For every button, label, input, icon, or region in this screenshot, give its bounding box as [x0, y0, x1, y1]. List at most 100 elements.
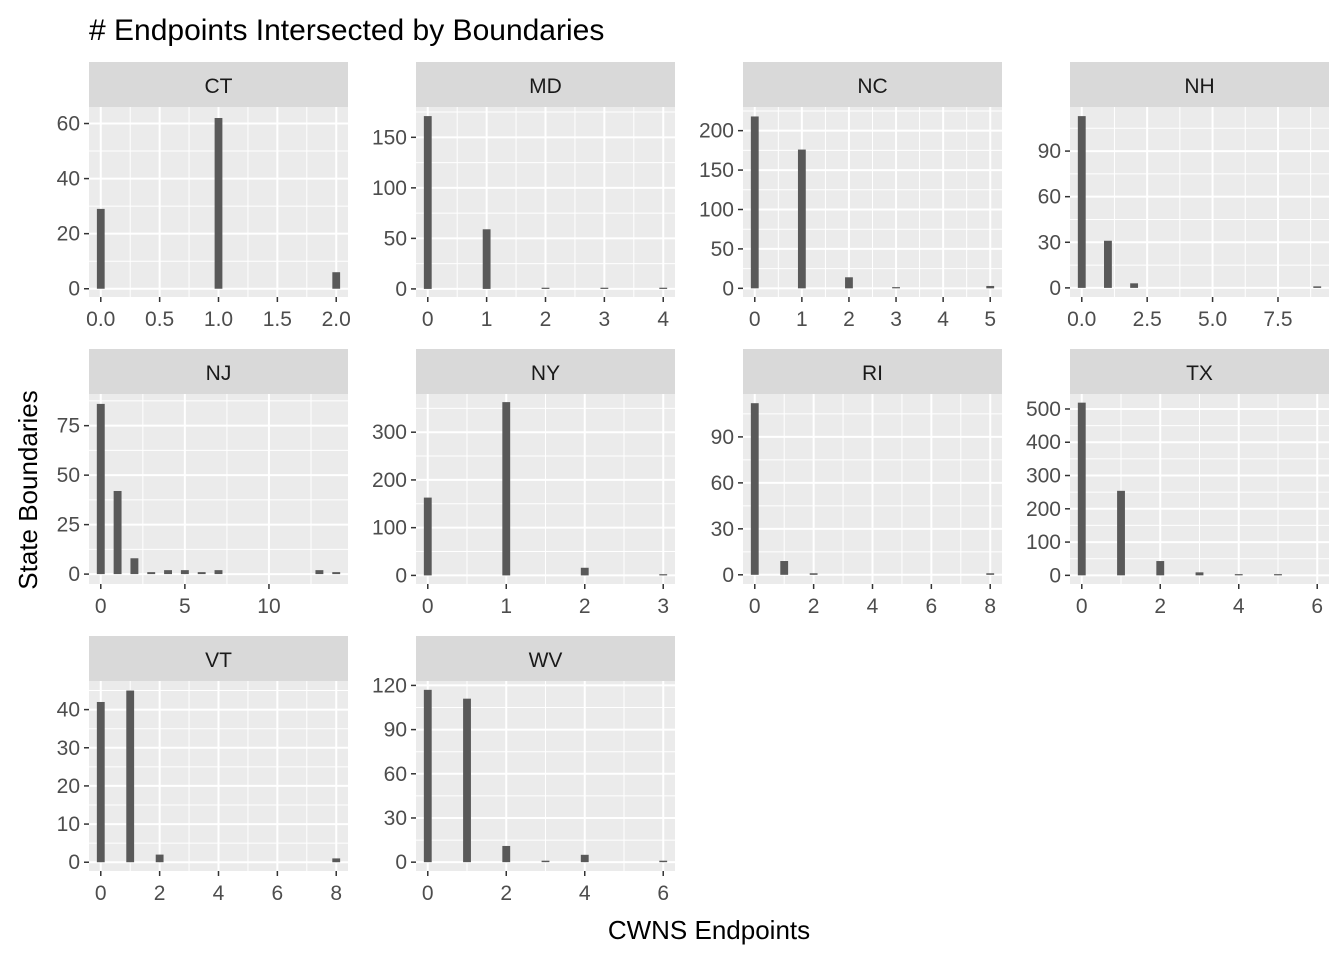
- x-tick-label: 3: [657, 595, 669, 618]
- bar-nj-2: [130, 558, 139, 575]
- bar-nh-2: [1130, 283, 1139, 288]
- y-tick-label: 200: [1026, 498, 1061, 521]
- chart-title: # Endpoints Intersected by Boundaries: [89, 14, 604, 47]
- x-tick-label: 8: [984, 595, 996, 618]
- bar-nj-5: [180, 570, 189, 575]
- y-tick-label: 40: [57, 699, 80, 722]
- bar-nj-14: [332, 572, 341, 575]
- x-tick-label: 4: [1233, 595, 1245, 618]
- x-tick-label: 4: [213, 882, 225, 905]
- y-tick-label: 100: [1026, 531, 1061, 554]
- y-tick-label: 0: [1049, 277, 1061, 300]
- x-tick-label: 2: [579, 595, 591, 618]
- y-tick-label: 200: [699, 120, 734, 143]
- x-tick-label: 2: [540, 308, 552, 331]
- bar-wv-4: [580, 854, 589, 863]
- bar-tx-0: [1077, 402, 1086, 576]
- bar-vt-2: [155, 854, 164, 863]
- y-tick-label: 400: [1026, 431, 1061, 454]
- bar-nh-9: [1313, 286, 1322, 288]
- y-tick-label: 0: [68, 278, 80, 301]
- bar-nj-1: [113, 490, 122, 575]
- facet-panel-nc: NC 0 50 100 150 200 0 1 2 3 4 5: [699, 62, 1002, 331]
- facet-strip: [743, 349, 1002, 394]
- bar-wv-3: [541, 860, 550, 863]
- x-tick-label: 5: [984, 308, 996, 331]
- y-tick-label: 60: [57, 113, 80, 136]
- x-tick-label: 6: [1311, 595, 1323, 618]
- bar-wv-1: [463, 698, 471, 863]
- x-tick-label: 0.0: [1067, 308, 1096, 331]
- facet-strip: [416, 349, 675, 394]
- y-tick-label: 120: [372, 674, 407, 697]
- x-tick-label: 1: [796, 308, 808, 331]
- x-tick-label: 0: [749, 595, 761, 618]
- facet-panel-wv: WV 0 30 60 90 120 0 2 4 6: [372, 636, 675, 905]
- x-tick-label: 2.0: [322, 308, 351, 331]
- bar-nj-0: [96, 403, 105, 575]
- facet-panel-tx: TX 0 100 200 300 400 500 0 2 4 6: [1026, 349, 1329, 618]
- y-tick-label: 30: [384, 807, 407, 830]
- x-tick-label: 3: [890, 308, 902, 331]
- y-tick-label: 0: [395, 564, 407, 587]
- bar-nj-13: [315, 570, 324, 575]
- bar-ct-1: [214, 118, 223, 289]
- facet-strip: [743, 62, 1002, 107]
- y-tick-label: 500: [1026, 398, 1061, 421]
- bar-nc-3: [892, 287, 900, 289]
- y-tick-label: 50: [711, 238, 734, 261]
- facet-strip-label: NY: [531, 362, 560, 385]
- y-tick-label: 0: [722, 564, 734, 587]
- bar-tx-1: [1117, 490, 1125, 576]
- x-tick-label: 4: [579, 882, 591, 905]
- bar-wv-6: [659, 860, 668, 863]
- x-tick-label: 2: [500, 882, 512, 905]
- bar-nc-0: [750, 116, 759, 289]
- facet-strip-label: TX: [1186, 362, 1213, 385]
- facet-strip-label: MD: [529, 75, 562, 98]
- y-tick-label: 300: [372, 421, 407, 444]
- y-tick-label: 60: [1038, 186, 1061, 209]
- bar-vt-0: [96, 701, 105, 863]
- x-tick-label: 2: [154, 882, 166, 905]
- y-tick-label: 60: [711, 472, 734, 495]
- x-tick-label: 5.0: [1198, 308, 1227, 331]
- y-tick-label: 0: [395, 278, 407, 301]
- x-tick-label: 2: [808, 595, 820, 618]
- facet-panel-ct: CT 0 20 40 60 0.0 0.5 1.0 1.5 2.0: [57, 62, 351, 331]
- facet-panel-nj: NJ 0 25 50 75 0 5 10: [57, 349, 348, 618]
- facet-panel-md: MD 0 50 100 150 0 1 2 3 4: [372, 62, 675, 331]
- y-tick-label: 10: [57, 813, 80, 836]
- facet-strip-label: VT: [205, 649, 232, 672]
- x-tick-label: 2: [843, 308, 855, 331]
- bar-ny-1: [502, 402, 511, 576]
- bar-nh-0: [1077, 116, 1086, 288]
- bar-ri-2: [809, 573, 818, 575]
- facet-panel-vt: VT 0 10 20 30 40 0 2 4 6 8: [57, 636, 348, 905]
- x-tick-label: 6: [657, 882, 669, 905]
- y-tick-label: 60: [384, 763, 407, 786]
- bar-ct-0: [96, 208, 105, 289]
- facet-panel-ri: RI 0 30 60 90 0 2 4 6 8: [711, 349, 1002, 618]
- y-tick-label: 30: [711, 518, 734, 541]
- bar-md-1: [482, 229, 491, 289]
- x-tick-label: 1: [500, 595, 512, 618]
- bar-nj-3: [147, 572, 156, 575]
- bar-ri-1: [780, 561, 789, 575]
- bar-nj-7: [214, 570, 223, 575]
- x-axis-title: CWNS Endpoints: [608, 915, 810, 945]
- x-tick-label: 0.5: [145, 308, 174, 331]
- panel-background: [89, 394, 348, 584]
- bar-tx-4: [1234, 574, 1243, 576]
- facet-strip: [416, 636, 675, 681]
- x-tick-label: 8: [330, 882, 342, 905]
- facet-panel-nh: NH 0 30 60 90 0.0 2.5 5.0 7.5: [1038, 62, 1329, 331]
- bar-ct-2: [332, 272, 341, 289]
- x-tick-label: 7.5: [1263, 308, 1292, 331]
- facet-strip: [89, 636, 348, 681]
- y-tick-label: 90: [711, 426, 734, 449]
- y-tick-label: 0: [395, 851, 407, 874]
- y-tick-label: 150: [699, 159, 734, 182]
- facet-strip-label: WV: [529, 649, 563, 672]
- facet-strip: [89, 62, 348, 107]
